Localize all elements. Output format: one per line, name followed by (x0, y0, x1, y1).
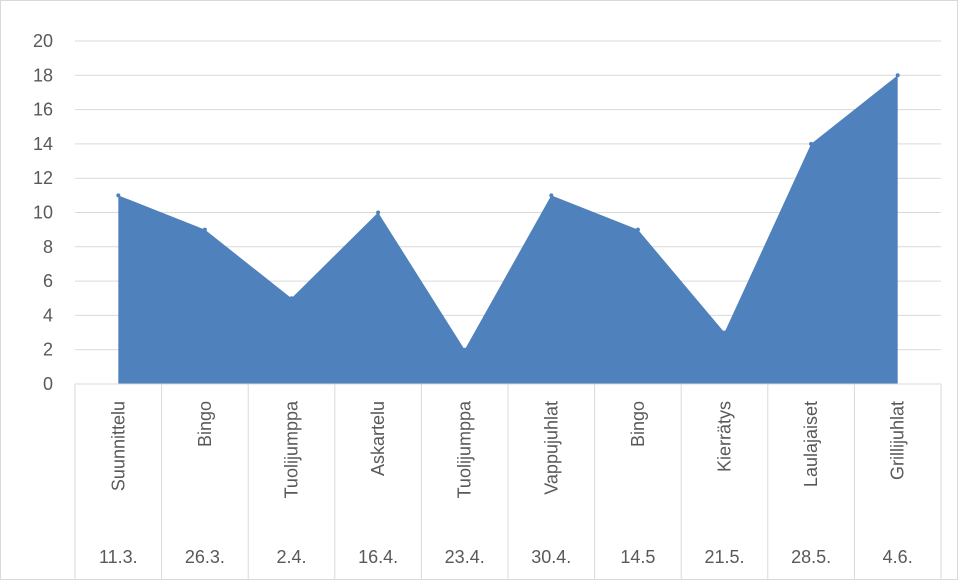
data-point (289, 296, 294, 301)
x-category-label: Tuolijumppa (282, 400, 302, 498)
y-tick-label: 16 (33, 100, 53, 120)
x-category-label: Kierrätys (715, 401, 735, 472)
x-date-label: 16.4. (358, 547, 398, 567)
y-tick-label: 18 (33, 65, 53, 85)
x-category-label: Grillijuhlat (888, 401, 908, 480)
x-date-label: 23.4. (445, 547, 485, 567)
y-tick-label: 12 (33, 168, 53, 188)
x-category-label: Vappujuhlat (541, 401, 561, 495)
x-date-label: 26.3. (185, 547, 225, 567)
data-point (809, 141, 814, 146)
x-category-label: Bingo (628, 401, 648, 447)
y-tick-label: 4 (43, 305, 53, 325)
y-tick-label: 6 (43, 271, 53, 291)
y-tick-label: 2 (43, 340, 53, 360)
y-tick-label: 8 (43, 237, 53, 257)
y-tick-label: 14 (33, 134, 53, 154)
data-point (202, 227, 207, 232)
x-date-label: 28.5. (791, 547, 831, 567)
data-point (376, 210, 381, 215)
data-point (635, 227, 640, 232)
y-tick-label: 0 (43, 374, 53, 394)
area-series (118, 75, 898, 385)
x-category-label: Laulajaiset (801, 401, 821, 487)
x-category-label: Askartelu (368, 401, 388, 476)
y-tick-label: 10 (33, 203, 53, 223)
x-category-label: Bingo (195, 401, 215, 447)
x-date-label: 11.3. (99, 547, 138, 567)
data-point (549, 193, 554, 198)
data-point (116, 193, 121, 198)
x-date-label: 4.6. (883, 547, 913, 567)
data-point (722, 330, 727, 335)
data-point (462, 347, 467, 352)
x-category-label: Tuolijumppa (455, 400, 475, 498)
y-tick-label: 20 (33, 31, 53, 51)
x-category-label: Suunnittelu (108, 401, 128, 491)
x-date-label: 14.5 (620, 547, 655, 567)
data-point (895, 73, 900, 78)
x-date-label: 30.4. (531, 547, 571, 567)
x-date-label: 2.4. (276, 547, 306, 567)
x-date-label: 21.5. (704, 547, 744, 567)
